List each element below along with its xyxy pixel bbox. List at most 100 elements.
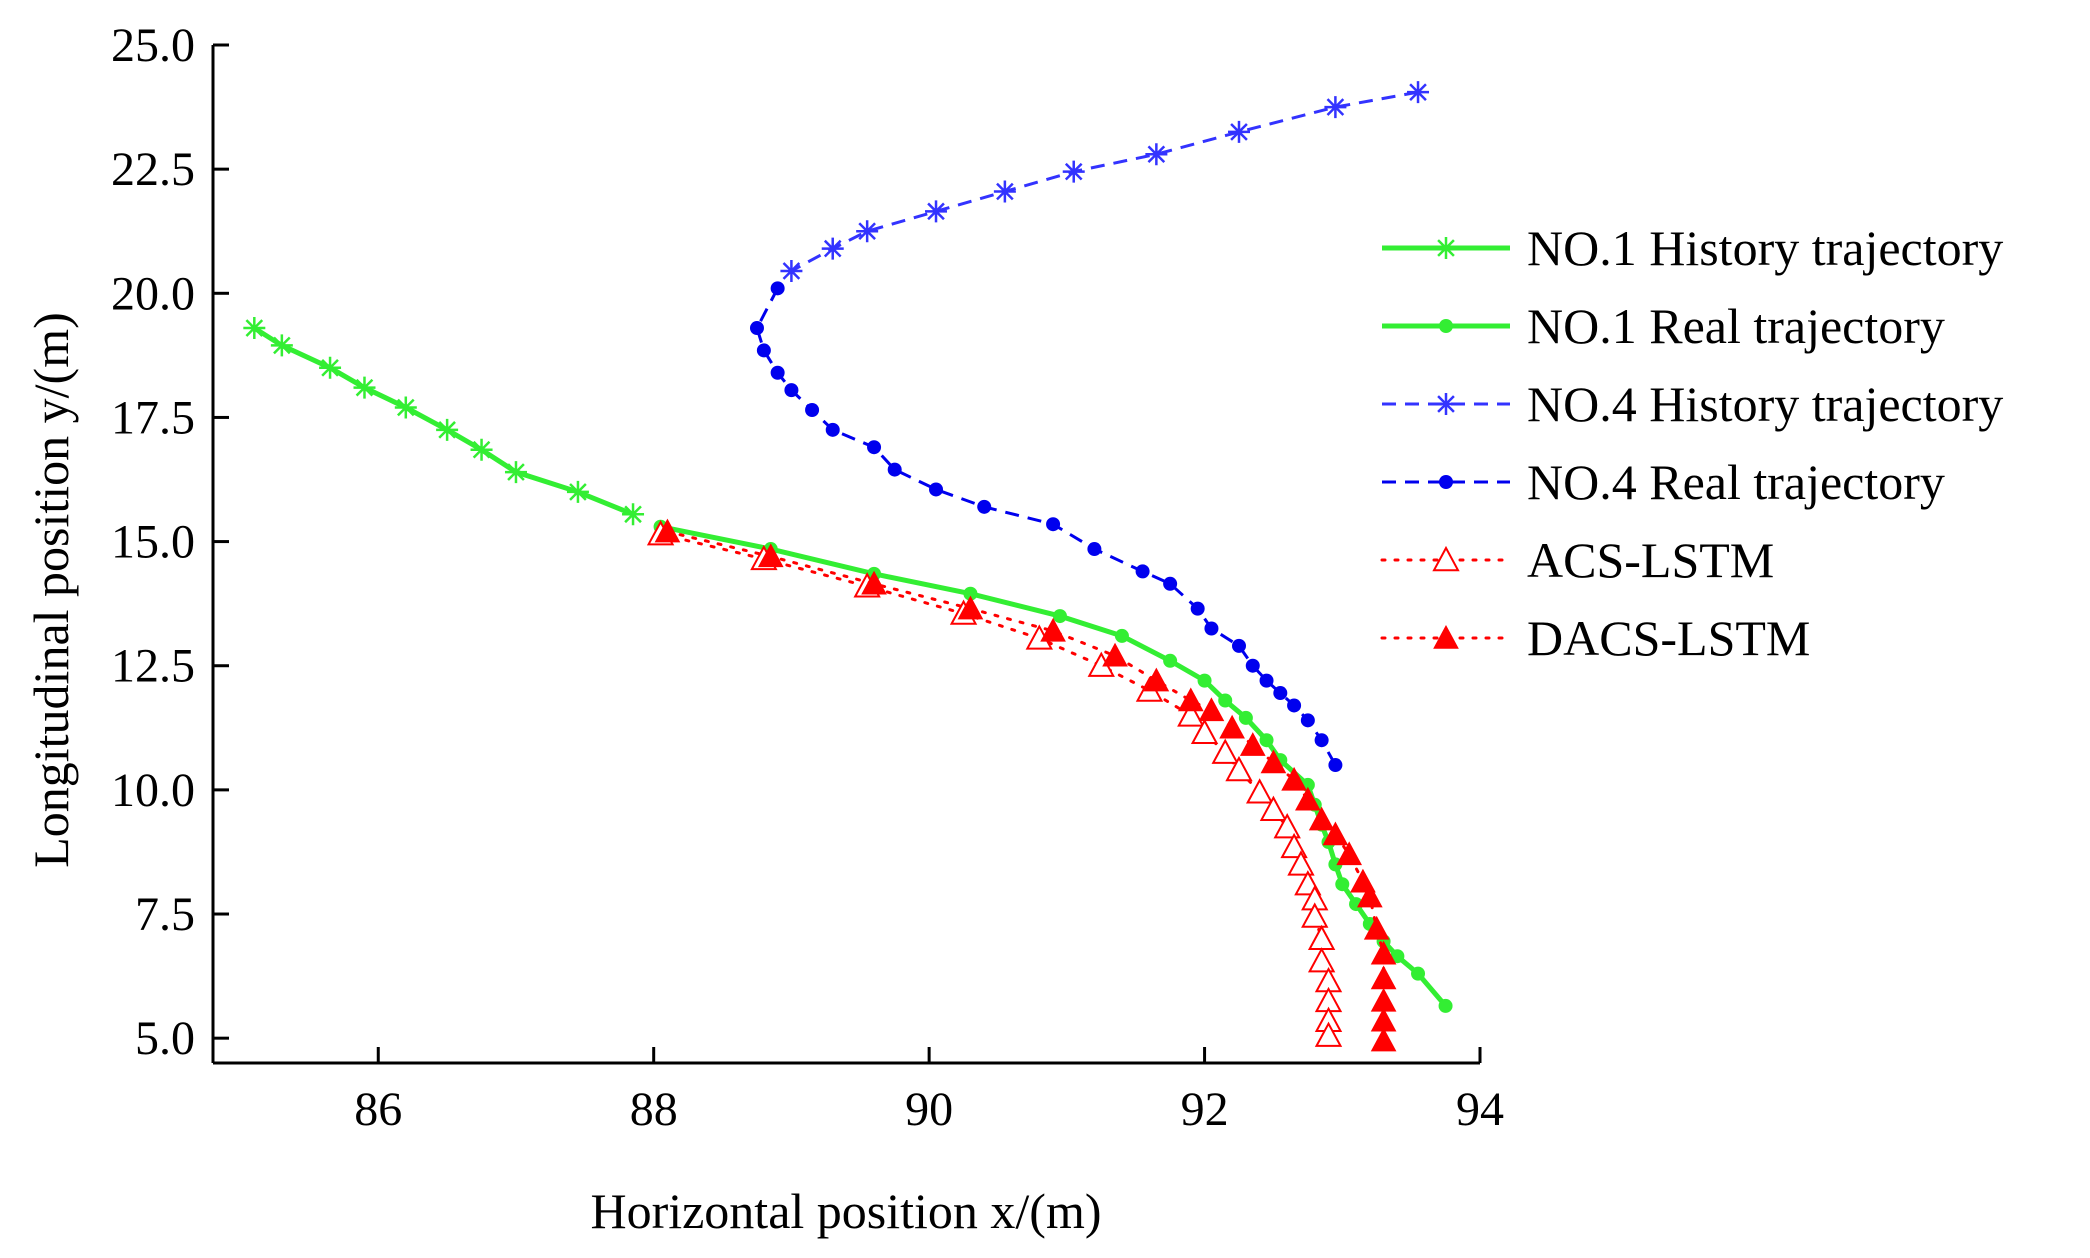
data-point (622, 503, 645, 526)
data-point (756, 343, 771, 358)
data-point (861, 570, 887, 595)
data-point (1314, 1021, 1343, 1047)
data-point (1273, 686, 1288, 701)
legend-item-no-4-history-trajectory: NO.4 History trajectory (1382, 376, 2003, 432)
data-point (856, 220, 879, 243)
data-point (1300, 713, 1315, 728)
data-point (1225, 755, 1253, 782)
data-point (1190, 601, 1205, 616)
data-point (1239, 732, 1266, 756)
data-point (1177, 701, 1205, 727)
data-point (1280, 832, 1308, 859)
data-point (780, 259, 803, 282)
series-no-4-history-trajectory (780, 81, 1430, 282)
data-point (749, 321, 764, 336)
data-point (1259, 795, 1288, 821)
data-point (1307, 947, 1336, 973)
data-point (1143, 667, 1170, 692)
data-point (825, 422, 840, 437)
y-tick-label: 22.5 (111, 143, 195, 196)
series-acs-lstm (646, 520, 1343, 1047)
x-tick-label: 90 (905, 1083, 953, 1136)
data-point (1238, 710, 1253, 725)
data-point (757, 543, 784, 568)
data-point (1287, 698, 1302, 713)
data-point (1314, 733, 1329, 748)
data-point (436, 418, 459, 441)
data-point (1197, 673, 1212, 688)
y-tick-label: 15.0 (111, 516, 195, 569)
data-point (1295, 786, 1321, 811)
data-point (929, 482, 944, 497)
legend-marker (1439, 475, 1453, 489)
legend-label: NO.4 Real trajectory (1527, 454, 1945, 510)
data-point (1231, 638, 1246, 653)
series-line-no-1-history-trajectory (252, 325, 634, 517)
data-point (1308, 806, 1335, 831)
data-point (1370, 940, 1397, 965)
data-point (504, 461, 527, 484)
data-point (1273, 813, 1301, 839)
data-point (1287, 850, 1315, 876)
data-point (867, 440, 882, 455)
data-point (1145, 143, 1168, 166)
data-point (1438, 998, 1453, 1013)
x-axis-title: Horizontal position x/(m) (590, 1183, 1101, 1239)
data-point (1177, 687, 1204, 712)
legend-label: ACS-LSTM (1527, 532, 1774, 588)
series-line-no-4-history-trajectory (790, 90, 1419, 273)
data-point (1114, 628, 1129, 643)
data-point (977, 499, 992, 514)
plot-series (243, 81, 1453, 1052)
data-point (821, 237, 844, 260)
legend-item-no-1-real-trajectory: NO.1 Real trajectory (1382, 298, 1945, 354)
data-point (394, 396, 417, 419)
data-point (963, 586, 978, 601)
data-point (1336, 841, 1363, 866)
legend-marker (1435, 237, 1457, 259)
data-point (654, 518, 681, 543)
y-tick-label: 25.0 (111, 19, 195, 72)
data-point (1227, 120, 1250, 143)
data-point (243, 317, 266, 340)
data-point (993, 180, 1016, 203)
y-tick-label: 12.5 (111, 640, 195, 693)
data-point (1218, 693, 1233, 708)
y-tick-label: 17.5 (111, 391, 195, 444)
x-tick-label: 92 (1181, 1083, 1229, 1136)
legend-item-no-1-history-trajectory: NO.1 History trajectory (1382, 220, 2003, 276)
data-point (1322, 821, 1349, 846)
data-point (270, 334, 293, 357)
data-point (1198, 697, 1225, 722)
legend-label: DACS-LSTM (1527, 610, 1810, 666)
data-point (1135, 564, 1150, 579)
axes (211, 45, 1480, 1065)
y-axis-title: Longitudinal position y/(m) (23, 312, 79, 868)
data-point (1062, 160, 1085, 183)
data-point (1356, 883, 1383, 908)
data-point (1259, 733, 1274, 748)
data-point (1040, 617, 1066, 642)
series-no-4-real-trajectory (749, 281, 1343, 773)
data-point (784, 383, 799, 398)
data-point (1407, 81, 1430, 104)
data-point (1102, 642, 1128, 667)
data-point (1324, 96, 1347, 119)
data-point (319, 356, 342, 379)
data-point (805, 402, 820, 417)
data-point (470, 438, 493, 461)
legend-item-acs-lstm: ACS-LSTM (1380, 532, 1774, 588)
data-point (353, 376, 376, 399)
legend-marker (1439, 319, 1453, 333)
data-point (925, 200, 948, 223)
data-point (1370, 1027, 1397, 1052)
data-point (770, 281, 785, 296)
series-no-1-history-trajectory (243, 317, 645, 526)
legend: NO.1 History trajectory NO.1 Real traject… (1380, 220, 2003, 666)
legend-label: NO.4 History trajectory (1527, 376, 2003, 432)
data-point (957, 595, 984, 620)
data-point (1204, 621, 1219, 636)
data-point (1349, 897, 1364, 912)
data-point (1245, 778, 1274, 804)
data-point (1190, 718, 1219, 744)
